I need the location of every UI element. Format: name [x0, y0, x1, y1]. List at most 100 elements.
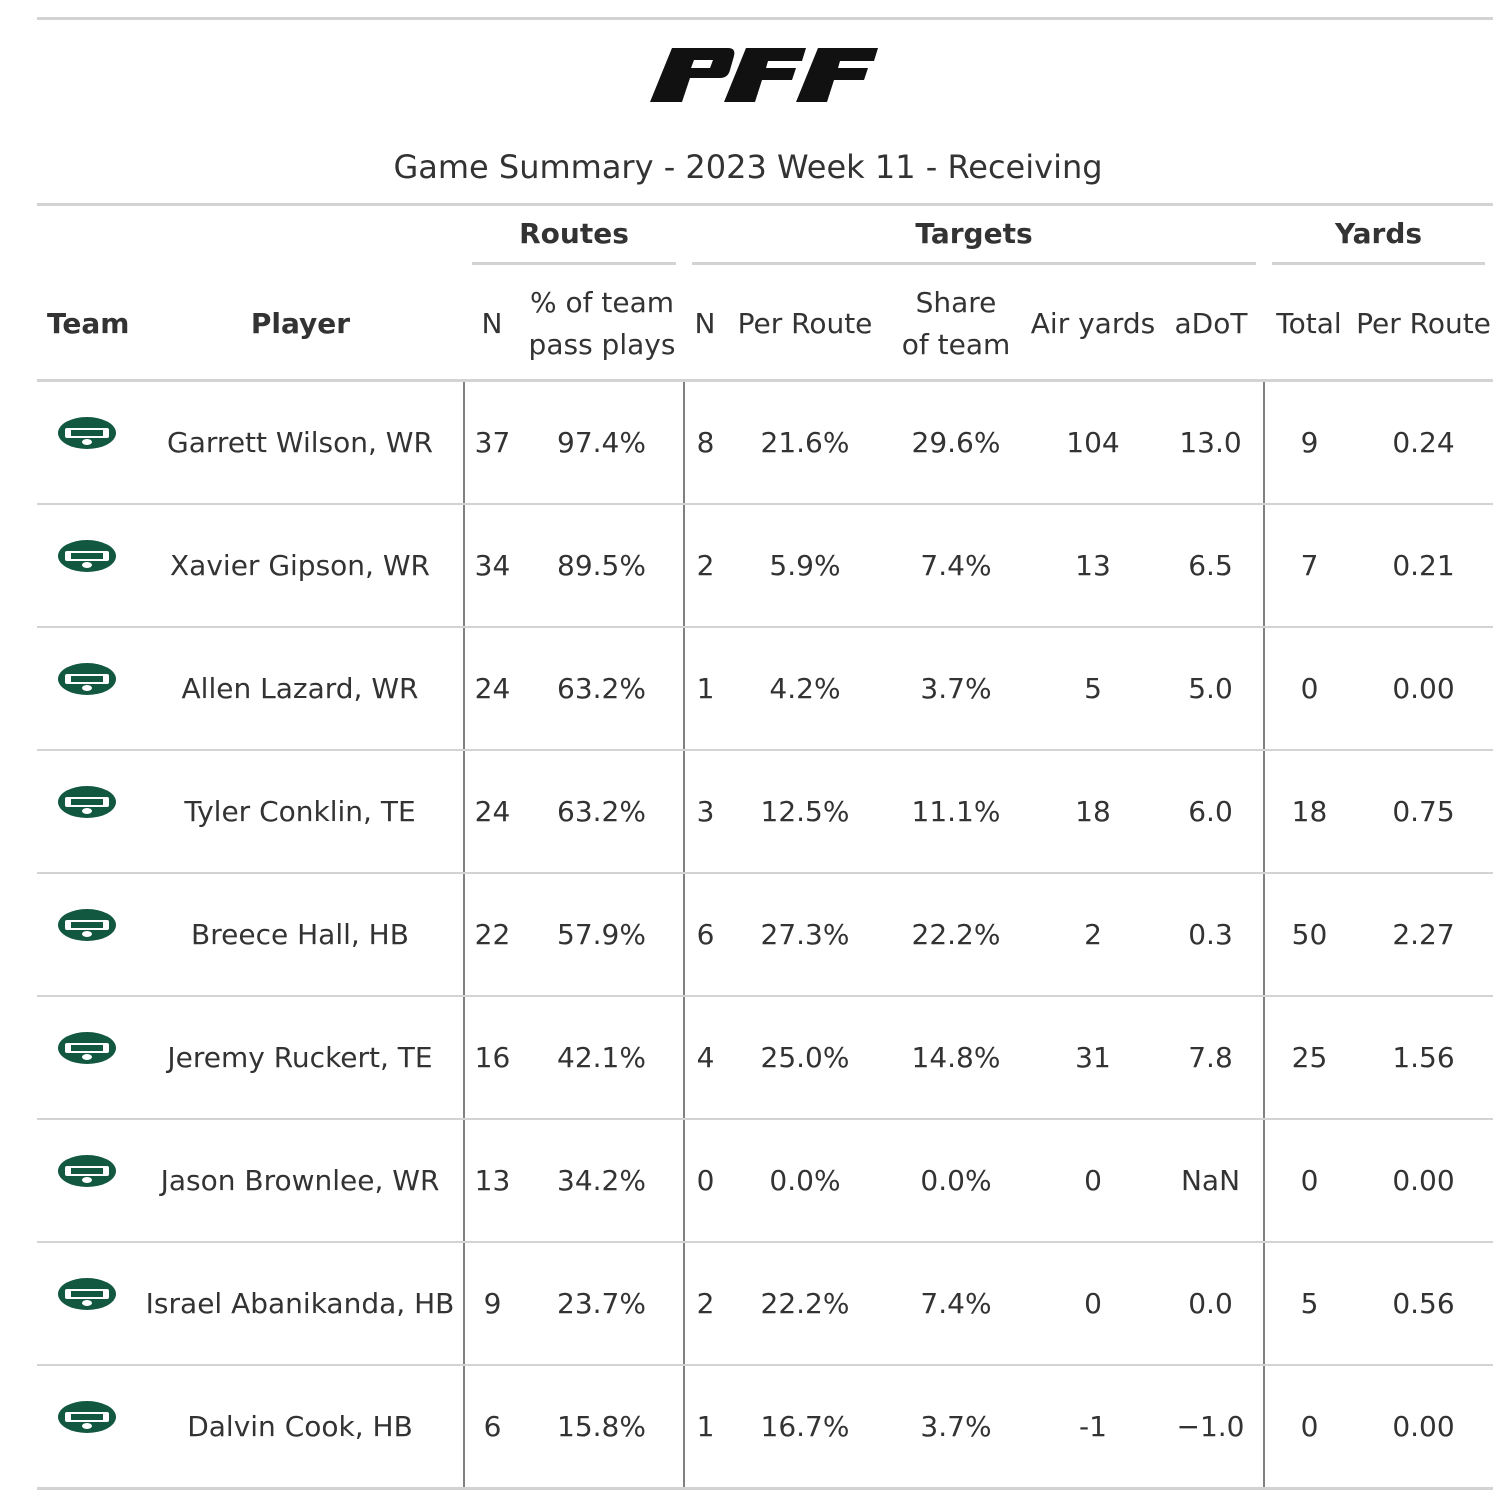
receiving-table: Routes Targets Yards Team Player N % of … — [37, 207, 1493, 1490]
cell-routes-n: 9 — [463, 1242, 520, 1366]
cell-targets-per-route: 25.0% — [726, 996, 884, 1120]
cell-routes-pct: 63.2% — [520, 750, 684, 874]
cell-team — [37, 873, 137, 997]
cell-yards-per-route: 0.00 — [1354, 627, 1493, 751]
col-team: Team — [37, 269, 137, 382]
cell-targets-per-route: 5.9% — [726, 504, 884, 628]
cell-routes-n: 16 — [463, 996, 520, 1120]
col-routes-pct-line1: % of team — [529, 286, 675, 319]
col-routes-pct-line2: pass plays — [528, 328, 676, 361]
cell-targets-n: 0 — [683, 1119, 726, 1243]
col-yards-per-route: Per Route — [1354, 269, 1493, 382]
cell-air-yards: 0 — [1028, 1119, 1158, 1243]
cell-air-yards: 13 — [1028, 504, 1158, 628]
cell-air-yards: -1 — [1028, 1365, 1158, 1490]
cell-air-yards: 5 — [1028, 627, 1158, 751]
cell-yards-total: 0 — [1263, 1365, 1354, 1490]
col-routes-pct: % of team pass plays — [520, 269, 684, 382]
table-row: Allen Lazard, WR 24 63.2% 1 4.2% 3.7% 5 5.0 0 0.0… — [37, 627, 1493, 751]
cell-yards-per-route: 0.00 — [1354, 1119, 1493, 1243]
cell-yards-total: 50 — [1263, 873, 1354, 997]
cell-yards-total: 18 — [1263, 750, 1354, 874]
cell-air-yards: 0 — [1028, 1242, 1158, 1366]
cell-player: Breece Hall, HB — [137, 873, 464, 997]
cell-routes-pct: 89.5% — [520, 504, 684, 628]
cell-targets-n: 2 — [683, 504, 726, 628]
cell-routes-pct: 23.7% — [520, 1242, 684, 1366]
cell-routes-n: 24 — [463, 750, 520, 874]
cell-target-share: 11.1% — [884, 750, 1028, 874]
cell-targets-per-route: 0.0% — [726, 1119, 884, 1243]
jets-logo-icon — [58, 786, 116, 818]
table-row: Xavier Gipson, WR 34 89.5% 2 5.9% 7.4% 13 6.5 7 0… — [37, 504, 1493, 628]
table-row: Israel Abanikanda, HB 9 23.7% 2 22.2% 7.4% 0 0.… — [37, 1242, 1493, 1366]
cell-adot: 13.0 — [1158, 380, 1264, 505]
cell-targets-n: 8 — [683, 380, 726, 505]
cell-yards-total: 0 — [1263, 1119, 1354, 1243]
cell-target-share: 0.0% — [884, 1119, 1028, 1243]
cell-player: Xavier Gipson, WR — [137, 504, 464, 628]
jets-logo-icon — [58, 417, 116, 449]
cell-targets-per-route: 12.5% — [726, 750, 884, 874]
cell-adot: −1.0 — [1158, 1365, 1264, 1490]
table-row: Garrett Wilson, WR 37 97.4% 8 21.6% 29.6% 104 1… — [37, 380, 1493, 505]
jets-logo-icon — [58, 663, 116, 695]
spanner-routes-label: Routes — [472, 211, 676, 265]
cell-yards-total: 5 — [1263, 1242, 1354, 1366]
cell-targets-n: 1 — [683, 627, 726, 751]
cell-yards-per-route: 0.75 — [1354, 750, 1493, 874]
cell-targets-n: 6 — [683, 873, 726, 997]
cell-targets-per-route: 16.7% — [726, 1365, 884, 1490]
cell-target-share: 22.2% — [884, 873, 1028, 997]
cell-yards-per-route: 0.00 — [1354, 1365, 1493, 1490]
cell-adot: 0.0 — [1158, 1242, 1264, 1366]
cell-yards-total: 7 — [1263, 504, 1354, 628]
table-body: Garrett Wilson, WR 37 97.4% 8 21.6% 29.6% 104 1… — [37, 380, 1493, 1490]
cell-targets-n: 4 — [683, 996, 726, 1120]
cell-player: Israel Abanikanda, HB — [137, 1242, 464, 1366]
cell-yards-per-route: 0.21 — [1354, 504, 1493, 628]
spanner-yards: Yards — [1264, 207, 1493, 269]
cell-routes-n: 24 — [463, 627, 520, 751]
cell-yards-per-route: 0.56 — [1354, 1242, 1493, 1366]
cell-target-share: 29.6% — [884, 380, 1028, 505]
column-header-row: Team Player N % of team pass plays N Per … — [37, 269, 1493, 382]
cell-air-yards: 18 — [1028, 750, 1158, 874]
cell-team — [37, 1242, 137, 1366]
jets-logo-icon — [58, 540, 116, 572]
cell-routes-pct: 15.8% — [520, 1365, 684, 1490]
spanner-targets-label: Targets — [692, 211, 1256, 265]
col-adot: aDoT — [1158, 269, 1264, 382]
cell-target-share: 7.4% — [884, 504, 1028, 628]
cell-routes-pct: 57.9% — [520, 873, 684, 997]
chart-title: Game Summary - 2023 Week 11 - Receiving — [393, 148, 1103, 186]
cell-targets-per-route: 27.3% — [726, 873, 884, 997]
spanner-yards-label: Yards — [1272, 211, 1485, 265]
cell-routes-pct: 97.4% — [520, 380, 684, 505]
cell-target-share: 7.4% — [884, 1242, 1028, 1366]
cell-air-yards: 2 — [1028, 873, 1158, 997]
cell-team — [37, 750, 137, 874]
cell-air-yards: 31 — [1028, 996, 1158, 1120]
cell-targets-n: 2 — [683, 1242, 726, 1366]
cell-player: Tyler Conklin, TE — [137, 750, 464, 874]
col-share-line2: of team — [901, 328, 1011, 361]
cell-yards-total: 9 — [1263, 380, 1354, 505]
cell-routes-pct: 34.2% — [520, 1119, 684, 1243]
spanner-empty — [37, 207, 464, 269]
table-row: Dalvin Cook, HB 6 15.8% 1 16.7% 3.7% -1 −1.0 0 0.… — [37, 1365, 1493, 1490]
cell-adot: 5.0 — [1158, 627, 1264, 751]
jets-logo-icon — [58, 1401, 116, 1433]
table-row: Jeremy Ruckert, TE 16 42.1% 4 25.0% 14.8% 31 7.… — [37, 996, 1493, 1120]
cell-routes-n: 6 — [463, 1365, 520, 1490]
col-air-yards: Air yards — [1028, 269, 1158, 382]
col-yards-total: Total — [1264, 269, 1354, 382]
jets-logo-icon — [58, 1032, 116, 1064]
cell-team — [37, 627, 137, 751]
cell-adot: 6.0 — [1158, 750, 1264, 874]
cell-team — [37, 996, 137, 1120]
cell-yards-total: 25 — [1263, 996, 1354, 1120]
cell-targets-n: 3 — [683, 750, 726, 874]
table-row: Breece Hall, HB 22 57.9% 6 27.3% 22.2% 2 0.3 50 2… — [37, 873, 1493, 997]
col-share-line1: Share — [915, 286, 997, 319]
